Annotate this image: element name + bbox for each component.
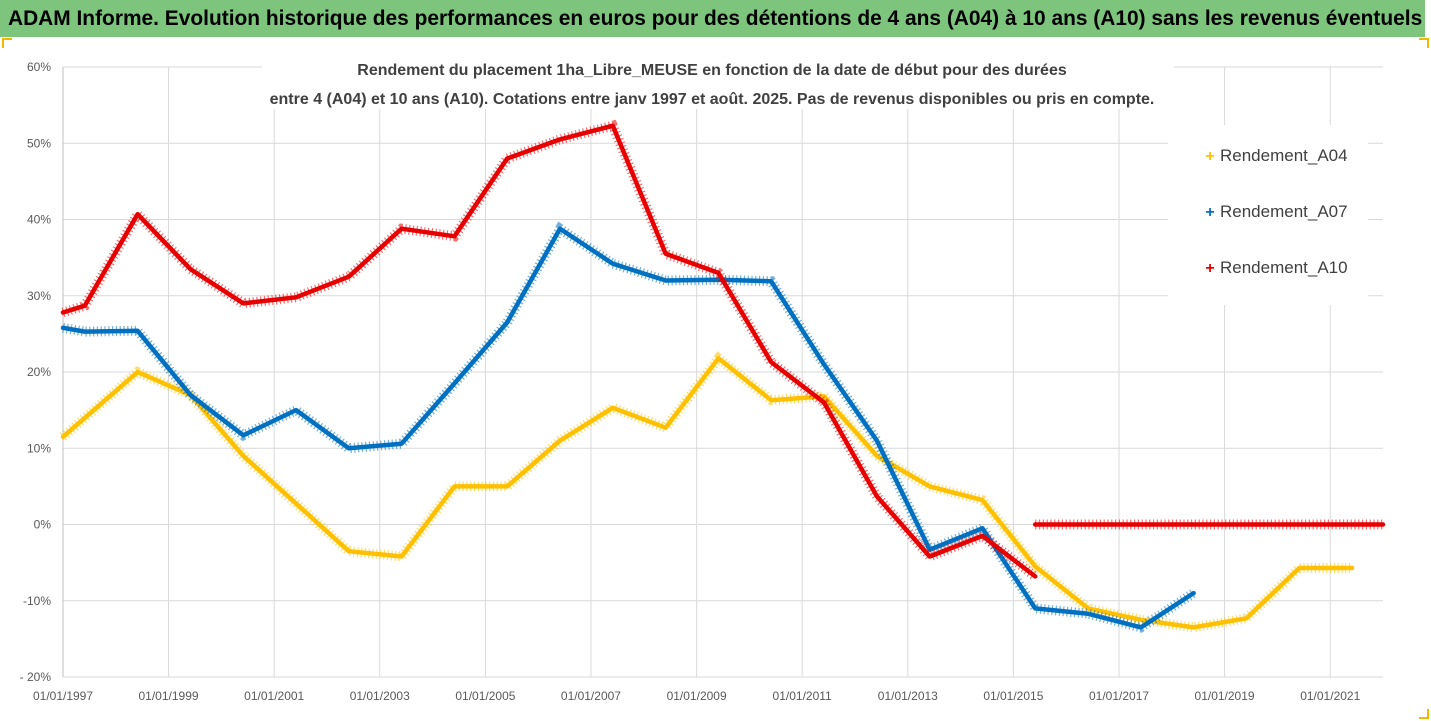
x-tick-label: 01/01/2017	[1089, 689, 1149, 703]
report-banner-title: ADAM Informe. Evolution historique des p…	[0, 0, 1425, 37]
legend-item: + Rendement_A04	[1205, 146, 1347, 165]
legend-marker: +	[1205, 260, 1214, 277]
x-tick-label: 01/01/2007	[561, 689, 621, 703]
x-tick-label: 01/01/2013	[878, 689, 938, 703]
corner-mark-bottom-right	[1419, 709, 1429, 719]
y-tick-label: - 20%	[20, 670, 52, 684]
x-tick-label: 01/01/2003	[350, 689, 410, 703]
x-tick-label: 01/01/2015	[983, 689, 1043, 703]
chart-legend: + Rendement_A04 + Rendement_A07 + Rendement_A…	[1168, 125, 1368, 305]
y-tick-label: 0%	[34, 518, 52, 532]
chart-series	[59, 119, 1386, 633]
series-marker-texture	[59, 351, 1353, 633]
y-tick-label: 10%	[27, 441, 51, 455]
series-marker-texture	[62, 221, 1197, 633]
series-line	[60, 356, 1355, 630]
x-tick-label: 01/01/2001	[244, 689, 304, 703]
y-axis-tick-labels: - 20% -10% 0% 10% 20% 30% 40% 50% 60%	[20, 60, 52, 684]
x-tick-label: 01/01/1997	[33, 689, 93, 703]
legend-item: + Rendement_A10	[1205, 258, 1347, 277]
legend-item: + Rendement_A07	[1205, 202, 1347, 221]
y-tick-label: -10%	[23, 594, 51, 608]
performance-line-chart: - 20% -10% 0% 10% 20% 30% 40% 50% 60% 01/01/1997…	[20, 49, 1386, 703]
series-Rendement_A04	[59, 351, 1355, 633]
x-tick-label: 01/01/1999	[138, 689, 198, 703]
y-tick-label: 40%	[27, 213, 51, 227]
series-marker-texture	[61, 119, 1383, 581]
x-tick-label: 01/01/2009	[667, 689, 727, 703]
corner-mark-top-left	[2, 38, 12, 48]
legend-background	[1168, 125, 1368, 305]
chart-title: Rendement du placement 1ha_Libre_MEUSE e…	[357, 62, 1067, 79]
x-tick-label: 01/01/2021	[1300, 689, 1360, 703]
x-axis-tick-labels: 01/01/1997 01/01/1999 01/01/2001 01/01/2003…	[33, 689, 1361, 703]
corner-mark-top-right	[1419, 38, 1429, 48]
x-tick-label: 01/01/2005	[455, 689, 515, 703]
x-tick-label: 01/01/2011	[773, 689, 832, 703]
chart-subtitle: entre 4 (A04) et 10 ans (A10). Cotations…	[270, 91, 1155, 108]
y-tick-label: 30%	[27, 289, 51, 303]
legend-label: Rendement_A07	[1220, 202, 1348, 221]
legend-label: Rendement_A04	[1220, 146, 1348, 165]
chart-title-background	[262, 49, 1174, 109]
legend-label: Rendement_A10	[1220, 258, 1348, 277]
y-tick-label: 50%	[27, 136, 51, 150]
legend-marker: +	[1205, 148, 1214, 165]
x-tick-label: 01/01/2019	[1195, 689, 1255, 703]
y-tick-label: 60%	[27, 60, 51, 74]
y-tick-label: 20%	[27, 365, 51, 379]
series-Rendement_A10	[60, 119, 1386, 581]
legend-marker: +	[1205, 204, 1214, 221]
